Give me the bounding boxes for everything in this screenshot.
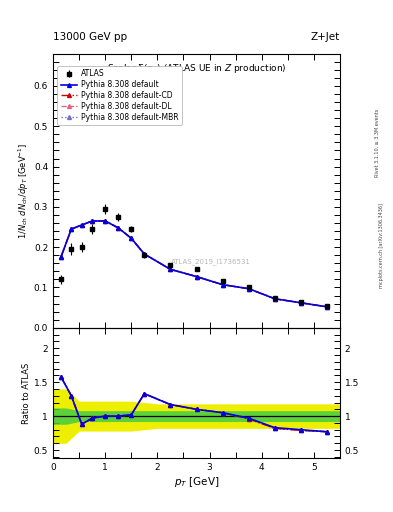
Pythia 8.308 default [272, 295, 277, 302]
Pythia 8.308 default [325, 304, 329, 310]
Pythia 8.308 default-DL [325, 304, 329, 310]
Pythia 8.308 default-DL [272, 295, 277, 302]
Pythia 8.308 default-MBR [116, 225, 121, 231]
Pythia 8.308 default-MBR [69, 226, 73, 232]
Pythia 8.308 default-MBR [194, 273, 199, 280]
Pythia 8.308 default-MBR [129, 235, 134, 241]
Pythia 8.308 default-CD [129, 235, 134, 241]
Pythia 8.308 default-DL [103, 218, 108, 224]
Pythia 8.308 default-CD [79, 222, 84, 228]
Pythia 8.308 default-MBR [142, 251, 147, 257]
Pythia 8.308 default-DL [69, 226, 73, 232]
Pythia 8.308 default [79, 222, 84, 228]
Pythia 8.308 default-DL [129, 235, 134, 241]
Pythia 8.308 default-MBR [325, 304, 329, 310]
Pythia 8.308 default-CD [142, 251, 147, 257]
Pythia 8.308 default-CD [59, 254, 63, 260]
Pythia 8.308 default-CD [69, 226, 73, 232]
Line: Pythia 8.308 default-DL: Pythia 8.308 default-DL [59, 219, 329, 309]
Pythia 8.308 default-CD [298, 300, 303, 306]
Pythia 8.308 default [142, 251, 147, 257]
Pythia 8.308 default-CD [168, 266, 173, 272]
Pythia 8.308 default [194, 273, 199, 280]
Line: Pythia 8.308 default-CD: Pythia 8.308 default-CD [59, 219, 329, 309]
Pythia 8.308 default [298, 300, 303, 306]
Pythia 8.308 default-CD [220, 282, 225, 288]
Pythia 8.308 default [220, 282, 225, 288]
Pythia 8.308 default [90, 218, 95, 224]
Text: Z+Jet: Z+Jet [311, 32, 340, 42]
Line: Pythia 8.308 default-MBR: Pythia 8.308 default-MBR [59, 219, 329, 309]
Legend: ATLAS, Pythia 8.308 default, Pythia 8.308 default-CD, Pythia 8.308 default-DL, P: ATLAS, Pythia 8.308 default, Pythia 8.30… [57, 66, 182, 125]
Pythia 8.308 default-MBR [90, 218, 95, 224]
Text: Scalar $\Sigma(p_T)$ (ATLAS UE in $Z$ production): Scalar $\Sigma(p_T)$ (ATLAS UE in $Z$ pr… [107, 62, 286, 75]
Text: 13000 GeV pp: 13000 GeV pp [53, 32, 127, 42]
Pythia 8.308 default [103, 218, 108, 224]
Pythia 8.308 default-MBR [272, 295, 277, 302]
Text: ATLAS_2019_I1736531: ATLAS_2019_I1736531 [171, 259, 251, 265]
Pythia 8.308 default-CD [103, 218, 108, 224]
Pythia 8.308 default-DL [168, 266, 173, 272]
Text: Rivet 3.1.10, ≥ 3.3M events: Rivet 3.1.10, ≥ 3.3M events [375, 109, 380, 178]
Pythia 8.308 default-DL [59, 254, 63, 260]
Pythia 8.308 default [246, 286, 251, 292]
X-axis label: $p_T$ [GeV]: $p_T$ [GeV] [174, 475, 219, 489]
Pythia 8.308 default-MBR [168, 266, 173, 272]
Pythia 8.308 default-DL [90, 218, 95, 224]
Pythia 8.308 default-CD [90, 218, 95, 224]
Pythia 8.308 default-CD [325, 304, 329, 310]
Pythia 8.308 default [168, 266, 173, 272]
Pythia 8.308 default-CD [194, 273, 199, 280]
Pythia 8.308 default-MBR [59, 254, 63, 260]
Y-axis label: $1/N_\mathrm{ch}\;dN_\mathrm{ch}/dp_T\;[\mathrm{GeV}^{-1}]$: $1/N_\mathrm{ch}\;dN_\mathrm{ch}/dp_T\;[… [17, 142, 31, 239]
Y-axis label: Ratio to ATLAS: Ratio to ATLAS [22, 362, 31, 423]
Pythia 8.308 default-MBR [220, 282, 225, 288]
Pythia 8.308 default-DL [220, 282, 225, 288]
Pythia 8.308 default-CD [246, 286, 251, 292]
Pythia 8.308 default-CD [116, 225, 121, 231]
Pythia 8.308 default-DL [116, 225, 121, 231]
Pythia 8.308 default-DL [79, 222, 84, 228]
Pythia 8.308 default [116, 225, 121, 231]
Text: mcplots.cern.ch [arXiv:1306.3436]: mcplots.cern.ch [arXiv:1306.3436] [380, 203, 384, 288]
Pythia 8.308 default-MBR [79, 222, 84, 228]
Pythia 8.308 default [59, 254, 63, 260]
Pythia 8.308 default-MBR [298, 300, 303, 306]
Pythia 8.308 default [69, 226, 73, 232]
Line: Pythia 8.308 default: Pythia 8.308 default [59, 219, 329, 309]
Pythia 8.308 default-DL [142, 251, 147, 257]
Pythia 8.308 default-DL [298, 300, 303, 306]
Pythia 8.308 default [129, 235, 134, 241]
Pythia 8.308 default-MBR [246, 286, 251, 292]
Pythia 8.308 default-DL [246, 286, 251, 292]
Pythia 8.308 default-DL [194, 273, 199, 280]
Pythia 8.308 default-MBR [103, 218, 108, 224]
Pythia 8.308 default-CD [272, 295, 277, 302]
